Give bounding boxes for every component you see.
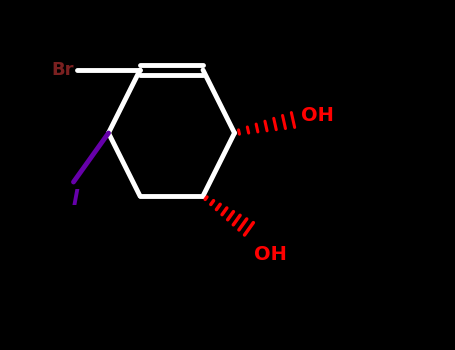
Text: OH: OH bbox=[254, 245, 287, 264]
Text: Br: Br bbox=[51, 61, 74, 79]
Text: OH: OH bbox=[301, 106, 334, 125]
Text: I: I bbox=[71, 189, 79, 209]
